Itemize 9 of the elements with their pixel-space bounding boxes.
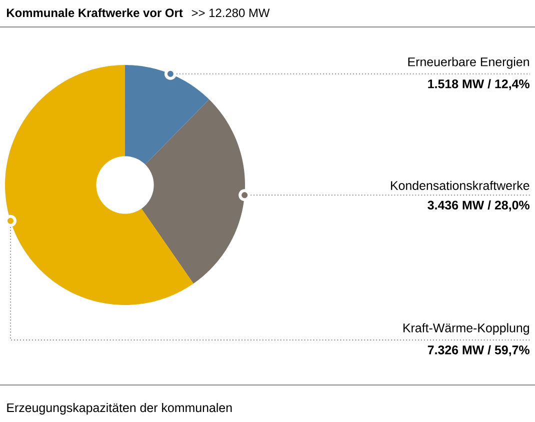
slice-label: Erneuerbare Energien [408,57,529,69]
slice-label: Kondensationskraftwerke [390,180,530,190]
chart-title: Kommunale Kraftwerke vor Ort [6,8,183,18]
data-label: 7.326 MW / 59,7% [428,345,530,356]
chart-subtitle: >> 12.280 MW [192,8,270,18]
slice-label: Kraft-Wärme-Kopplung [403,323,529,335]
text: Erzeugungskapazitäten der kommunalen [7,402,232,415]
data-label: 3.436 MW / 28,0% [428,200,530,212]
data-label: 1.518 MW / 12,4% [428,79,530,90]
